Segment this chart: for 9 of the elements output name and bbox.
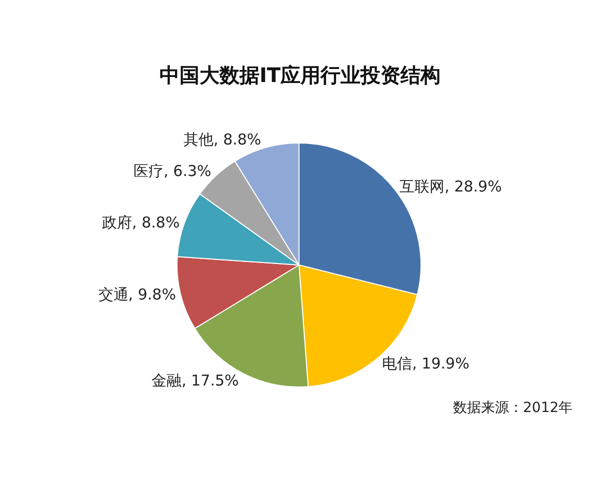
slice-label: 医疗, 6.3% [134, 162, 212, 180]
slice-label: 其他, 8.8% [184, 130, 262, 148]
chart-title: 中国大数据IT应用行业投资结构 [159, 63, 441, 87]
slice-label: 互联网, 28.9% [400, 178, 502, 196]
slice-label: 交通, 9.8% [98, 285, 176, 304]
slice-label: 金融, 17.5% [152, 372, 239, 390]
slice-label: 电信, 19.9% [382, 354, 470, 373]
source-note: 数据来源：2012年 [453, 400, 573, 416]
slice-label: 政府, 8.8% [102, 214, 180, 232]
